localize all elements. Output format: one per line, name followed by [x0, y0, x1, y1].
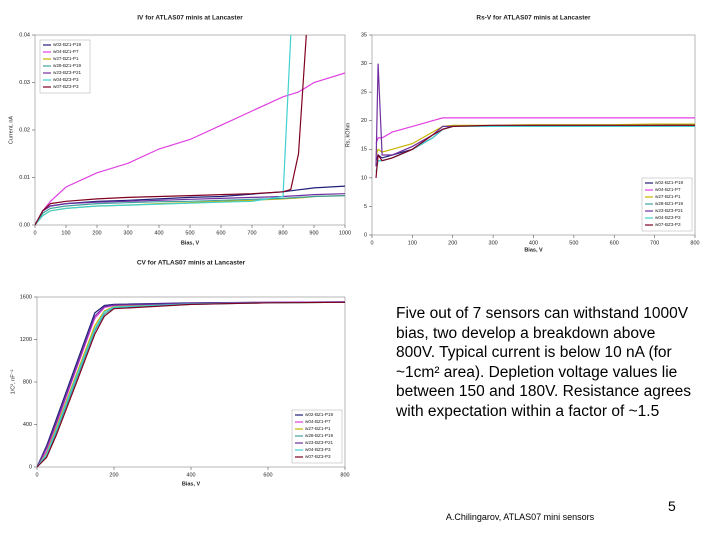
- series-line: [35, 34, 292, 226]
- legend-label: w04-BZ1-P7: [53, 49, 79, 54]
- x-tick-label: 400: [154, 230, 163, 236]
- x-tick-label: 500: [569, 240, 578, 246]
- legend-box: [39, 39, 91, 94]
- y-tick-label: 0: [364, 232, 367, 238]
- legend-label: w02-BZ1-P19: [53, 42, 82, 47]
- series-line: [35, 34, 307, 226]
- x-tick-label: 600: [610, 240, 619, 246]
- y-tick-label: 800: [23, 379, 32, 385]
- series-line: [35, 193, 345, 226]
- y-tick-label: 0.02: [19, 127, 30, 133]
- series-line: [375, 117, 695, 144]
- x-tick-label: 0: [370, 240, 373, 246]
- series-line: [37, 301, 345, 468]
- y-tick-label: 1600: [20, 294, 32, 300]
- x-tick-label: 600: [263, 472, 272, 478]
- x-tick-label: 300: [489, 240, 498, 246]
- y-axis-label: 1/C², nF⁻²: [10, 370, 16, 395]
- x-tick-label: 0: [35, 472, 38, 478]
- y-axis-label: Rs, kOhm: [345, 122, 351, 147]
- series-line: [375, 124, 695, 178]
- y-tick-label: 25: [361, 90, 367, 96]
- y-tick-label: 0: [29, 464, 32, 470]
- legend-label: w27-BZ1-P1: [305, 426, 331, 431]
- legend-label: w04-BZ3-P3: [655, 215, 681, 220]
- x-tick-label: 900: [309, 230, 318, 236]
- y-tick-label: 0.04: [19, 32, 30, 38]
- x-tick-label: 700: [247, 230, 256, 236]
- x-axis-label: Bias, V: [524, 247, 543, 253]
- x-tick-label: 400: [186, 472, 195, 478]
- y-tick-label: 5: [364, 204, 367, 210]
- x-tick-label: 300: [123, 230, 132, 236]
- x-axis-label: Bias, V: [182, 481, 201, 487]
- legend-label: w07-BZ3-P3: [53, 84, 79, 89]
- y-tick-label: 15: [361, 147, 367, 153]
- body-text: Five out of 7 sensors can withstand 1000…: [396, 305, 692, 420]
- x-tick-label: 400: [529, 240, 538, 246]
- legend-label: w23-BZ3-P21: [655, 208, 684, 213]
- legend-label: w28-BZ1-P19: [655, 201, 684, 206]
- x-tick-label: 500: [185, 230, 194, 236]
- legend-label: w04-BZ1-P7: [305, 419, 331, 424]
- series-group: [375, 63, 695, 178]
- legend-label: w04-BZ3-P3: [53, 77, 79, 82]
- legend-label: w23-BZ3-P21: [305, 440, 334, 445]
- chart-title: IV for ATLAS07 minis at Lancaster: [137, 15, 243, 22]
- page-number: 5: [668, 498, 676, 514]
- x-tick-label: 200: [92, 230, 101, 236]
- chart-title: CV for ATLAS07 minis at Lancaster: [137, 260, 246, 267]
- x-tick-label: 600: [216, 230, 225, 236]
- y-tick-label: 1200: [20, 337, 32, 343]
- y-tick-label: 0.01: [19, 175, 30, 181]
- x-axis-label: Bias, V: [181, 240, 200, 246]
- x-tick-label: 200: [448, 240, 457, 246]
- x-tick-label: 700: [650, 240, 659, 246]
- y-axis-label: Current, nA: [8, 116, 14, 144]
- x-tick-label: 100: [61, 230, 70, 236]
- legend-box: [641, 177, 693, 232]
- y-tick-label: 35: [361, 32, 367, 38]
- legend-label: w07-BZ3-P3: [305, 454, 331, 459]
- series-group: [35, 34, 345, 226]
- plot-area: [371, 34, 696, 236]
- legend-label: w02-BZ1-P19: [305, 412, 334, 417]
- x-tick-label: 800: [278, 230, 287, 236]
- chart-title: Rs-V for ATLAS07 minis at Lancaster: [476, 15, 591, 22]
- x-tick-label: 200: [109, 472, 118, 478]
- legend-label: w07-BZ3-P3: [655, 222, 681, 227]
- y-tick-label: 20: [361, 118, 367, 124]
- series-line: [35, 195, 345, 226]
- legend-label: w02-BZ1-P19: [655, 180, 684, 185]
- y-tick-label: 0.03: [19, 80, 30, 86]
- legend-label: w04-BZ3-P3: [305, 447, 331, 452]
- legend-label: w04-BZ1-P7: [655, 187, 681, 192]
- y-tick-label: 400: [23, 422, 32, 428]
- x-tick-label: 100: [408, 240, 417, 246]
- legend-label: w28-BZ1-P19: [305, 433, 334, 438]
- x-tick-label: 1000: [339, 230, 351, 236]
- legend-label: w28-BZ1-P19: [53, 63, 82, 68]
- legend-label: w27-BZ1-P1: [655, 194, 681, 199]
- legend-label: w23-BZ3-P21: [53, 70, 82, 75]
- x-tick-label: 800: [690, 240, 699, 246]
- y-tick-label: 30: [361, 61, 367, 67]
- legend-label: w27-BZ1-P1: [53, 56, 79, 61]
- y-tick-label: 0.00: [19, 222, 30, 228]
- y-tick-label: 10: [361, 175, 367, 181]
- footer: A.Chilingarov, ATLAS07 mini sensors: [445, 512, 595, 522]
- x-tick-label: 800: [340, 472, 349, 478]
- x-tick-label: 0: [33, 230, 36, 236]
- series-group: [37, 301, 345, 468]
